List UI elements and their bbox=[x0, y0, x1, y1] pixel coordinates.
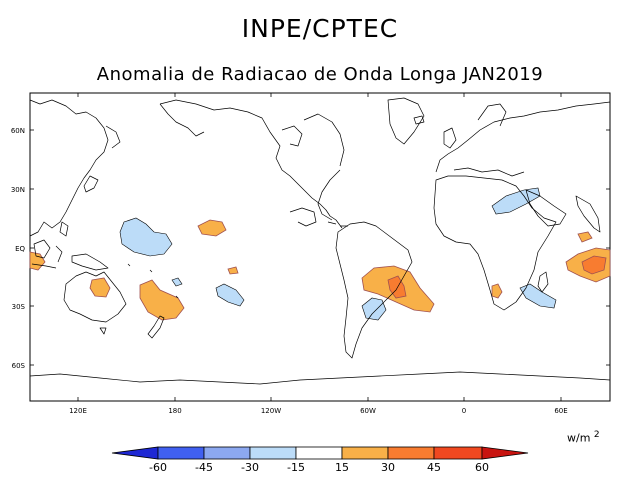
anomaly-pacific-s bbox=[171, 277, 183, 287]
lon-label-120e: 120E bbox=[69, 407, 87, 415]
lat-label-60n: 60N bbox=[11, 127, 25, 135]
colorbar-tick-60: 60 bbox=[475, 461, 489, 474]
subtitle: Anomalia de Radiacao de Onda Longa JAN20… bbox=[96, 64, 544, 85]
units-label: w/m 2 bbox=[567, 430, 600, 445]
coast-greenland bbox=[387, 97, 425, 145]
colorbar-bin-7 bbox=[433, 446, 483, 460]
lat-label-60s: 60S bbox=[12, 362, 26, 370]
colorbar-tick-30: 30 bbox=[381, 461, 395, 474]
coast-madagascar bbox=[537, 271, 549, 293]
coast-tasmania bbox=[99, 327, 107, 335]
coast-north-america bbox=[159, 99, 343, 229]
coast-antarctica bbox=[29, 371, 611, 385]
main-title: INPE/CPTEC bbox=[241, 14, 399, 43]
coast-new-guinea bbox=[71, 253, 109, 271]
coast-australia bbox=[63, 271, 127, 323]
anomaly-south-atlantic-core bbox=[387, 275, 407, 299]
coast-india bbox=[575, 195, 601, 233]
anomaly-australia-north bbox=[89, 277, 111, 298]
colorbar-bin-5 bbox=[341, 446, 389, 460]
anomaly-coral-sea bbox=[139, 279, 185, 321]
colorbar-tick-45: 45 bbox=[427, 461, 441, 474]
coast-south-america bbox=[335, 221, 413, 359]
coast-hudson-bay bbox=[281, 125, 303, 147]
axis-ticks bbox=[30, 93, 610, 401]
negative-anomalies bbox=[119, 187, 557, 321]
anomaly-southern-brazil bbox=[361, 297, 387, 321]
coast-scandinavia bbox=[477, 103, 507, 127]
lat-label-eq: EQ bbox=[15, 245, 25, 253]
coast-philippines bbox=[59, 221, 69, 237]
colorbar-bin-3 bbox=[249, 446, 297, 460]
coast-pacific-islands bbox=[127, 263, 179, 299]
coast-japan bbox=[83, 175, 99, 193]
lon-label-60w: 60W bbox=[360, 407, 376, 415]
lon-label-0: 0 bbox=[462, 407, 466, 415]
coast-britain bbox=[443, 127, 457, 149]
lat-label-30s: 30S bbox=[12, 303, 26, 311]
coast-iceland bbox=[413, 115, 425, 125]
units-text: w/m bbox=[567, 431, 591, 445]
coast-europe bbox=[435, 101, 611, 173]
coastlines bbox=[29, 97, 611, 385]
lon-label-60e: 60E bbox=[554, 407, 567, 415]
colorbar-tick-minus60: -60 bbox=[149, 461, 167, 474]
colorbar-bin-1 bbox=[157, 446, 205, 460]
coast-africa bbox=[433, 175, 557, 311]
coast-java bbox=[31, 263, 57, 269]
colorbar-tick-minus30: -30 bbox=[241, 461, 259, 474]
anomaly-indian-ocean-core bbox=[581, 255, 607, 275]
coast-us-east bbox=[317, 169, 341, 221]
coast-asia-east bbox=[29, 99, 109, 237]
anomaly-madagascar-sea bbox=[519, 283, 557, 309]
anomaly-central-pacific-n bbox=[197, 219, 227, 237]
coast-alaska bbox=[159, 103, 205, 137]
colorbar-tick-minus45: -45 bbox=[195, 461, 213, 474]
coast-mexico-gulf bbox=[289, 207, 317, 227]
lon-label-180: 180 bbox=[168, 407, 181, 415]
colorbar-tick-minus15: -15 bbox=[287, 461, 305, 474]
colorbar-bin-2 bbox=[203, 446, 251, 460]
anomaly-southern-africa bbox=[491, 283, 503, 299]
colorbar-tick-15: 15 bbox=[335, 461, 349, 474]
coast-new-zealand bbox=[147, 315, 165, 339]
coast-kamchatka bbox=[105, 125, 121, 149]
coast-canada-east bbox=[303, 113, 345, 167]
colorbar-bin-4 bbox=[295, 446, 343, 460]
units-exponent: 2 bbox=[593, 430, 600, 440]
positive-anomalies bbox=[29, 219, 611, 321]
anomaly-south-pacific-e bbox=[215, 283, 245, 307]
anomaly-indian-ocean-west bbox=[577, 231, 593, 243]
anomaly-west-pacific-n bbox=[119, 217, 173, 257]
colorbar-max-arrow bbox=[481, 446, 529, 460]
lon-label-120w: 120W bbox=[261, 407, 281, 415]
colorbar bbox=[111, 446, 529, 460]
coast-sulawesi bbox=[55, 245, 63, 263]
coast-mediterranean bbox=[453, 167, 525, 177]
map-frame bbox=[29, 92, 611, 402]
colorbar-min-arrow bbox=[111, 446, 159, 460]
colorbar-bin-6 bbox=[387, 446, 435, 460]
lat-label-30n: 30N bbox=[11, 186, 25, 194]
anomaly-pacific-small bbox=[227, 266, 239, 275]
coast-arabia bbox=[525, 189, 567, 227]
coast-borneo bbox=[33, 239, 51, 259]
